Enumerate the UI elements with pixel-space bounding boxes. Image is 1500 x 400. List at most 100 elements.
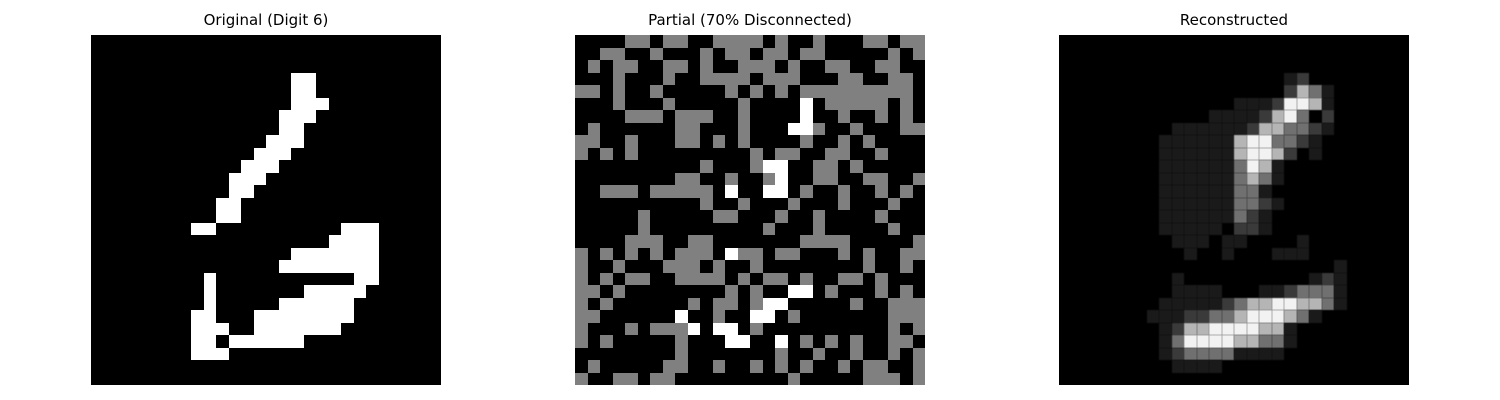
pixel <box>1134 235 1147 248</box>
pixel <box>304 223 317 236</box>
pixel <box>1234 360 1247 373</box>
pixel <box>1072 298 1085 311</box>
pixel <box>253 335 266 348</box>
pixel <box>1284 322 1297 335</box>
pixel <box>762 222 775 235</box>
pixel <box>279 360 292 373</box>
pixel <box>1372 223 1385 236</box>
pixel <box>404 85 417 98</box>
pixel <box>229 298 242 311</box>
pixel <box>713 110 726 123</box>
pixel <box>763 98 776 111</box>
pixel <box>1246 110 1259 123</box>
pixel <box>1159 35 1172 48</box>
pixel <box>1234 210 1247 223</box>
pixel <box>1334 85 1347 98</box>
pixel <box>1309 85 1322 98</box>
pixel <box>1334 335 1347 348</box>
pixel <box>366 198 379 211</box>
pixel <box>775 47 788 60</box>
pixel <box>341 247 354 260</box>
pixel <box>1397 135 1410 148</box>
pixel <box>241 360 254 373</box>
pixel <box>763 285 776 298</box>
pixel <box>1072 60 1085 73</box>
pixel <box>279 198 292 211</box>
pixel <box>379 348 392 361</box>
pixel <box>204 35 217 48</box>
pixel <box>1147 85 1160 98</box>
pixel <box>1221 110 1234 123</box>
pixel <box>1221 335 1234 348</box>
pixel <box>1221 122 1234 135</box>
pixel <box>166 48 179 61</box>
pixel <box>1159 197 1172 210</box>
pixel <box>429 73 442 86</box>
pixel <box>1084 248 1097 261</box>
pixel <box>379 360 392 373</box>
pixel <box>291 285 304 298</box>
pixel <box>1384 148 1397 161</box>
pixel <box>1271 247 1284 260</box>
pixel <box>887 322 900 335</box>
pixel <box>429 285 442 298</box>
pixel <box>763 235 776 248</box>
pixel <box>850 110 863 123</box>
pixel <box>1222 285 1235 298</box>
pixel <box>1259 285 1272 298</box>
pixel <box>688 285 701 298</box>
pixel <box>825 223 838 236</box>
pixel <box>625 60 638 73</box>
pixel <box>291 160 304 173</box>
pixel <box>341 185 354 198</box>
pixel <box>1384 223 1397 236</box>
pixel <box>875 198 888 211</box>
pixel <box>738 223 751 236</box>
pixel <box>154 248 167 261</box>
pixel <box>788 335 801 348</box>
pixel <box>1134 210 1147 223</box>
pixel <box>429 85 442 98</box>
pixel <box>429 335 442 348</box>
pixel <box>166 223 179 236</box>
pixel <box>800 73 813 86</box>
pixel <box>116 60 129 73</box>
pixel <box>1171 285 1184 298</box>
pixel <box>304 273 317 286</box>
pixel <box>316 123 329 136</box>
pixel <box>1284 348 1297 361</box>
pixel <box>1072 148 1085 161</box>
pixel <box>154 285 167 298</box>
pixel <box>912 322 925 335</box>
pixel <box>329 160 342 173</box>
pixel <box>391 85 404 98</box>
pixel <box>1284 310 1297 323</box>
pixel <box>254 60 267 73</box>
pixel <box>241 172 254 185</box>
pixel <box>800 248 813 261</box>
pixel <box>1059 273 1072 286</box>
pixel <box>228 210 241 223</box>
pixel <box>303 110 316 123</box>
pixel <box>800 323 813 336</box>
pixel <box>1246 322 1259 335</box>
pixel <box>700 373 713 386</box>
pixel <box>688 348 701 361</box>
pixel <box>1384 373 1397 386</box>
pixel <box>600 360 613 373</box>
pixel <box>279 60 292 73</box>
pixel <box>1184 48 1197 61</box>
pixel <box>366 272 379 285</box>
pixel <box>404 60 417 73</box>
pixel <box>141 35 154 48</box>
pixel <box>737 47 750 60</box>
pixel <box>750 310 763 323</box>
pixel <box>129 260 142 273</box>
pixel <box>129 123 142 136</box>
pixel <box>675 298 688 311</box>
pixel <box>600 285 613 298</box>
pixel <box>329 360 342 373</box>
pixel <box>141 310 154 323</box>
pixel <box>1059 98 1072 111</box>
pixel <box>762 72 775 85</box>
